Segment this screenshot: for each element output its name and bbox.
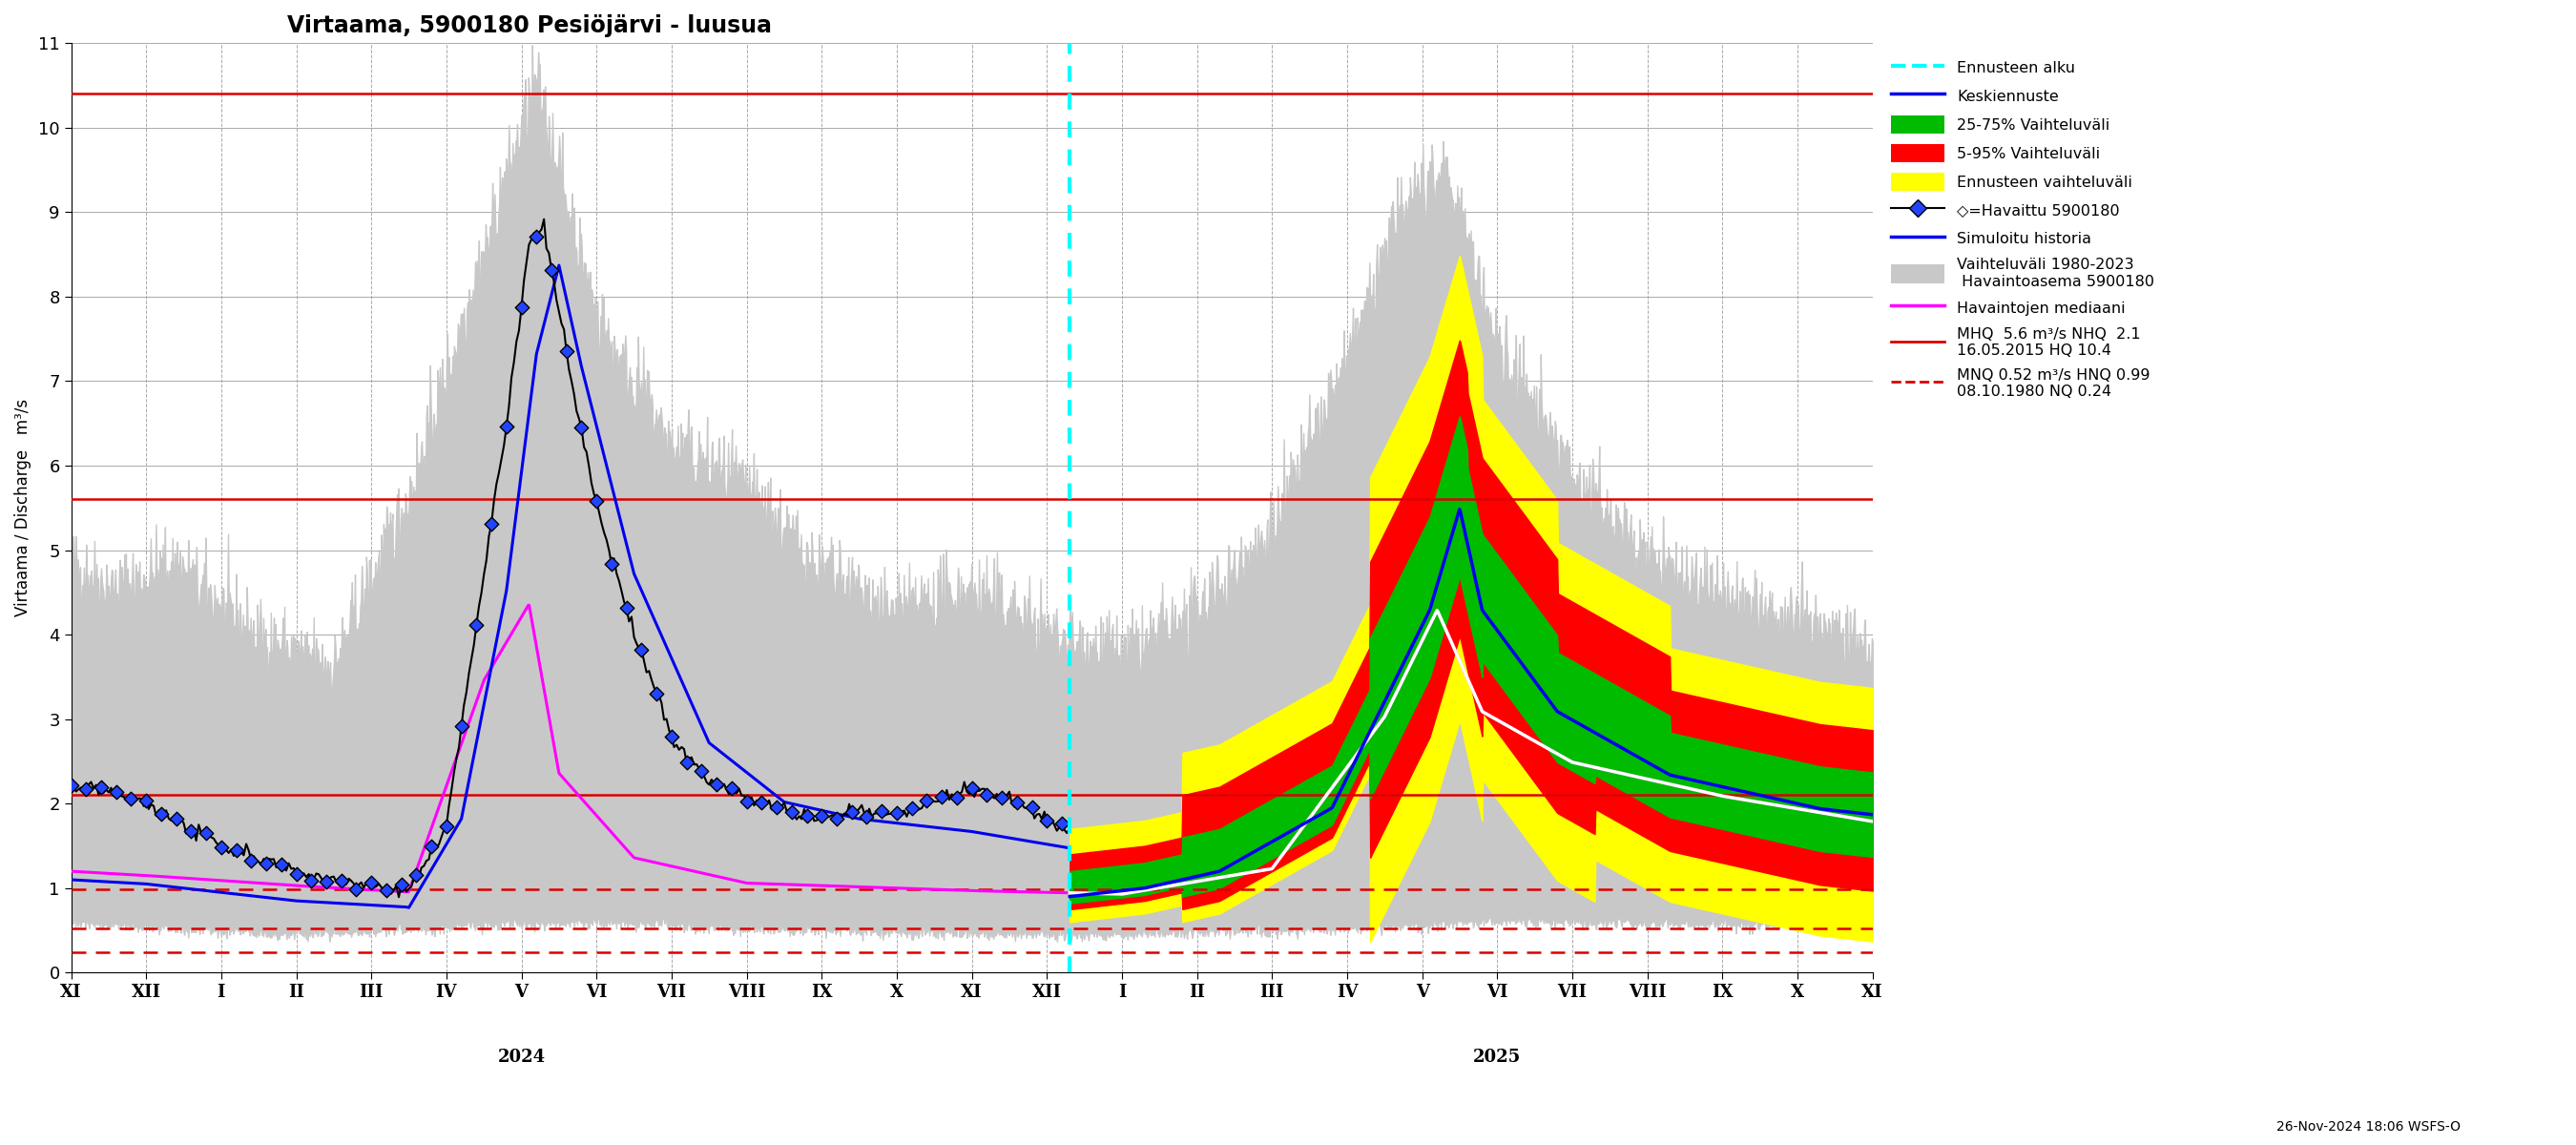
Point <box>111 790 152 808</box>
Point <box>696 775 737 793</box>
Point <box>185 824 227 843</box>
Point <box>201 838 242 856</box>
Point <box>1041 815 1082 834</box>
Point <box>590 555 631 574</box>
Point <box>381 876 422 894</box>
Point <box>95 782 137 800</box>
Point <box>260 855 301 874</box>
Point <box>350 874 392 892</box>
Point <box>216 842 258 860</box>
Text: 2025: 2025 <box>1473 1049 1522 1066</box>
Point <box>817 810 858 828</box>
Point <box>515 228 556 246</box>
Point <box>907 792 948 811</box>
Point <box>922 788 963 806</box>
Point <box>801 806 842 824</box>
Point <box>966 785 1007 804</box>
Point <box>52 776 93 795</box>
Point <box>1025 812 1066 830</box>
Point <box>726 792 768 811</box>
Point <box>755 798 796 816</box>
Point <box>232 851 273 869</box>
Point <box>142 805 183 823</box>
Point <box>440 718 482 736</box>
Point <box>876 804 917 822</box>
Text: 2024: 2024 <box>497 1049 546 1066</box>
Point <box>319 871 361 890</box>
Point <box>471 515 513 534</box>
Point <box>64 780 106 798</box>
Point <box>245 854 286 872</box>
Point <box>562 418 603 436</box>
Point <box>487 418 528 436</box>
Point <box>546 342 587 361</box>
Point <box>981 788 1023 806</box>
Point <box>155 810 196 828</box>
Point <box>335 879 376 898</box>
Point <box>425 818 466 836</box>
Point <box>680 763 721 781</box>
Point <box>845 807 886 826</box>
Point <box>397 866 438 884</box>
Point <box>997 793 1038 812</box>
Text: Virtaama, 5900180 Pesiöjärvi - luusua: Virtaama, 5900180 Pesiöjärvi - luusua <box>289 14 773 37</box>
Point <box>770 803 811 821</box>
Point <box>126 791 167 810</box>
Point <box>456 616 497 634</box>
Point <box>366 882 407 900</box>
Point <box>667 753 708 772</box>
Point <box>577 491 618 510</box>
Point <box>935 788 976 806</box>
Point <box>636 685 677 703</box>
Legend: Ennusteen alku, Keskiennuste, 25-75% Vaihteluväli, 5-95% Vaihteluväli, Ennusteen: Ennusteen alku, Keskiennuste, 25-75% Vai… <box>1883 50 2161 406</box>
Point <box>742 793 783 812</box>
Point <box>170 822 211 840</box>
Point <box>531 261 572 279</box>
Point <box>951 780 992 798</box>
Text: 26-Nov-2024 18:06 WSFS-O: 26-Nov-2024 18:06 WSFS-O <box>2277 1120 2460 1134</box>
Point <box>891 799 933 818</box>
Point <box>80 777 121 796</box>
Point <box>832 803 873 821</box>
Point <box>605 599 647 617</box>
Point <box>786 807 827 826</box>
Y-axis label: Virtaama / Discharge   m³/s: Virtaama / Discharge m³/s <box>15 398 31 617</box>
Point <box>291 871 332 890</box>
Point <box>307 872 348 891</box>
Point <box>1012 798 1054 816</box>
Point <box>410 838 451 856</box>
Point <box>860 802 902 820</box>
Point <box>652 728 693 747</box>
Point <box>621 640 662 658</box>
Point <box>500 298 541 316</box>
Point <box>711 780 752 798</box>
Point <box>276 864 317 883</box>
